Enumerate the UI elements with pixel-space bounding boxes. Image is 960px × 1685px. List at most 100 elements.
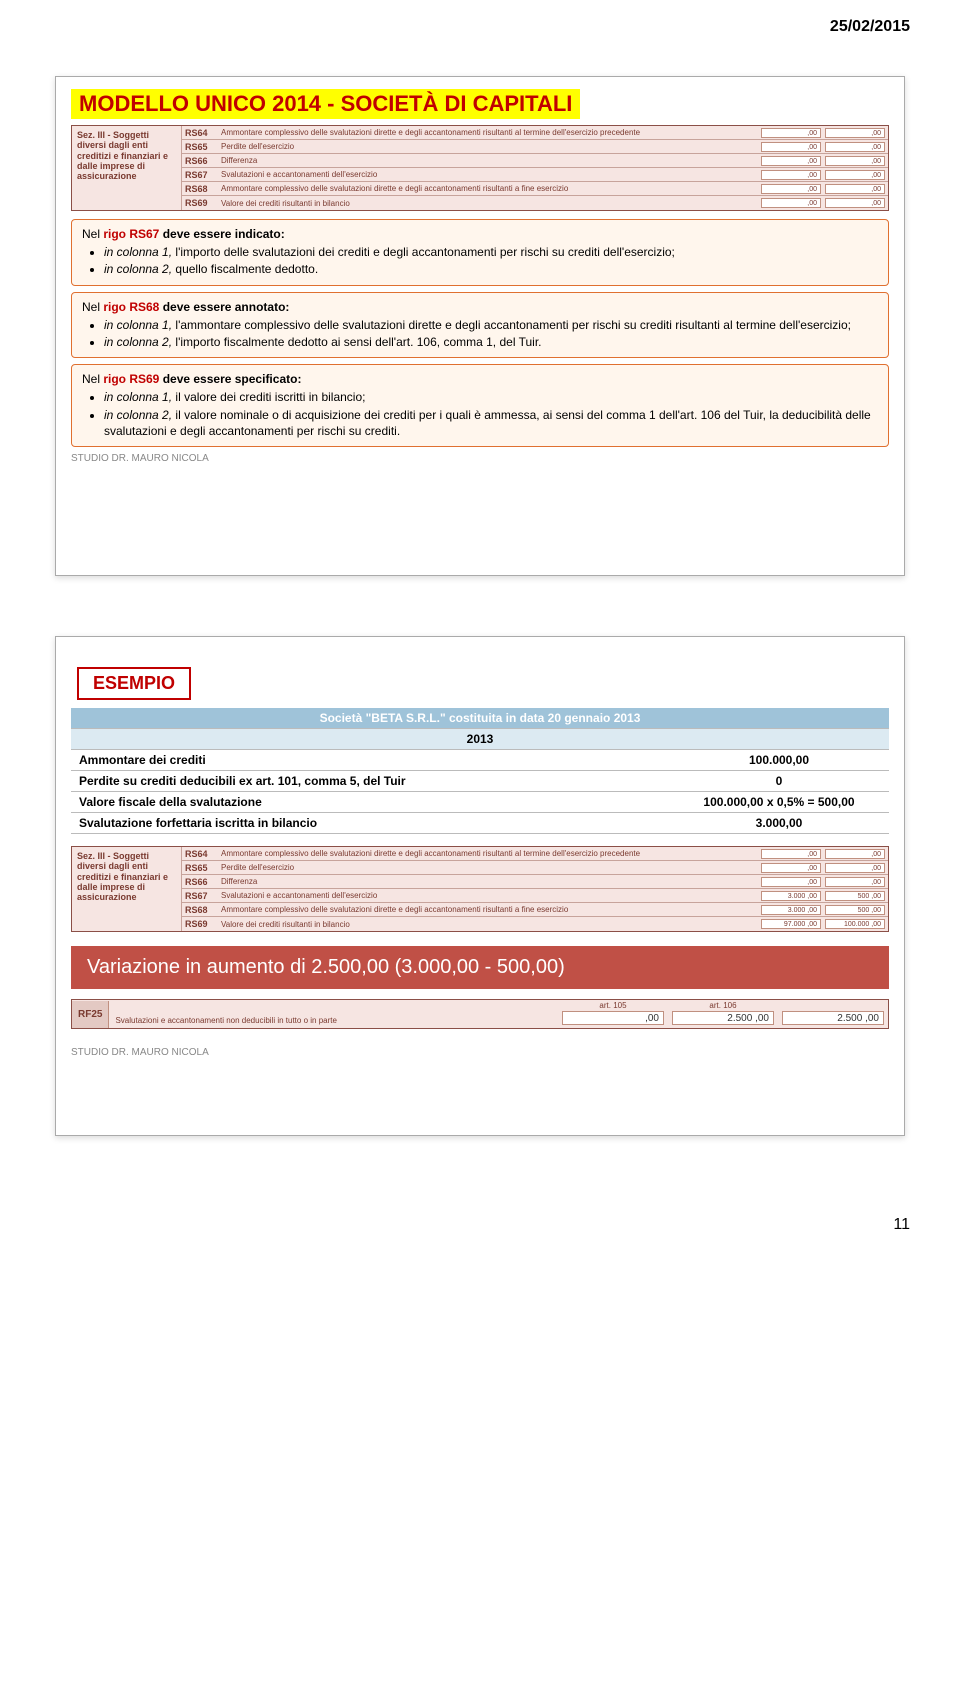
- ex-value: 100.000,00 x 0,5% = 500,00: [669, 792, 889, 813]
- rf-desc: Svalutazioni e accantonamenti non deduci…: [109, 1008, 558, 1028]
- row-field2: ,00: [825, 849, 885, 859]
- row-field2: 500 ,00: [825, 905, 885, 915]
- row-field1: ,00: [761, 184, 821, 194]
- row-code: RS65: [185, 863, 221, 873]
- ex-label: Svalutazione forfettaria iscritta in bil…: [71, 813, 669, 834]
- row-desc: Differenza: [221, 156, 761, 165]
- row-field1: 3.000 ,00: [761, 905, 821, 915]
- slide-2: ESEMPIO Società "BETA S.R.L." costituita…: [55, 636, 905, 1136]
- form-row: RS69Valore dei crediti risultanti in bil…: [182, 196, 888, 210]
- row-code: RS67: [185, 891, 221, 901]
- row-code: RS65: [185, 142, 221, 152]
- row-code: RS64: [185, 849, 221, 859]
- row-code: RS64: [185, 128, 221, 138]
- rf-col3-val: 2.500 ,00: [782, 1011, 884, 1025]
- form-row: RS64Ammontare complessivo delle svalutaz…: [182, 847, 888, 861]
- ex-label: Perdite su crediti deducibili ex art. 10…: [71, 771, 669, 792]
- note-lead: Nel rigo RS67 deve essere indicato:: [82, 227, 285, 241]
- row-field2: ,00: [825, 170, 885, 180]
- row-field1: ,00: [761, 863, 821, 873]
- page-date: 25/02/2015: [0, 0, 960, 46]
- row-field2: ,00: [825, 142, 885, 152]
- note-lead: Nel rigo RS68 deve essere annotato:: [82, 300, 289, 314]
- row-desc: Valore dei crediti risultanti in bilanci…: [221, 920, 761, 929]
- table-row: Perdite su crediti deducibili ex art. 10…: [71, 771, 889, 792]
- rf-col3-label: [782, 1001, 884, 1010]
- note-item: in colonna 1, il valore dei crediti iscr…: [104, 389, 878, 405]
- row-field1: ,00: [761, 877, 821, 887]
- row-field2: 100.000 ,00: [825, 919, 885, 929]
- row-code: RS66: [185, 877, 221, 887]
- row-desc: Perdite dell'esercizio: [221, 142, 761, 151]
- ex-value: 3.000,00: [669, 813, 889, 834]
- rf-code: RF25: [72, 1001, 109, 1028]
- rf-col1-label: art. 105: [562, 1001, 664, 1010]
- table-row: Valore fiscale della svalutazione100.000…: [71, 792, 889, 813]
- studio-credit-2: STUDIO DR. MAURO NICOLA: [71, 1047, 889, 1058]
- row-field2: ,00: [825, 184, 885, 194]
- form-row: RS68Ammontare complessivo delle svalutaz…: [182, 903, 888, 917]
- row-field2: ,00: [825, 156, 885, 166]
- row-field1: ,00: [761, 849, 821, 859]
- row-field1: ,00: [761, 170, 821, 180]
- row-code: RS68: [185, 905, 221, 915]
- form-row: RS65Perdite dell'esercizio,00,00: [182, 140, 888, 154]
- form-row: RS66Differenza,00,00: [182, 154, 888, 168]
- row-field2: 500 ,00: [825, 891, 885, 901]
- row-desc: Ammontare complessivo delle svalutazioni…: [221, 905, 761, 914]
- row-field1: ,00: [761, 156, 821, 166]
- form-row: RS64Ammontare complessivo delle svalutaz…: [182, 126, 888, 140]
- studio-credit: STUDIO DR. MAURO NICOLA: [71, 453, 889, 464]
- row-code: RS69: [185, 919, 221, 929]
- form-row: RS67Svalutazioni e accantonamenti dell'e…: [182, 168, 888, 182]
- note-box: Nel rigo RS67 deve essere indicato: in co…: [71, 219, 889, 286]
- row-code: RS67: [185, 170, 221, 180]
- table-row: Svalutazione forfettaria iscritta in bil…: [71, 813, 889, 834]
- row-field2: ,00: [825, 863, 885, 873]
- note-item: in colonna 1, l'importo delle svalutazio…: [104, 244, 878, 260]
- slide1-title: MODELLO UNICO 2014 - SOCIETÀ DI CAPITALI: [71, 89, 580, 119]
- rf-col1-val: ,00: [562, 1011, 664, 1025]
- note-item: in colonna 1, l'ammontare complessivo de…: [104, 317, 878, 333]
- ex-value: 0: [669, 771, 889, 792]
- row-code: RS68: [185, 184, 221, 194]
- note-item: in colonna 2, il valore nominale o di ac…: [104, 407, 878, 439]
- table-row: Ammontare dei crediti100.000,00: [71, 750, 889, 771]
- note-box: Nel rigo RS69 deve essere specificato: in…: [71, 364, 889, 447]
- rf-col2-val: 2.500 ,00: [672, 1011, 774, 1025]
- ex-label: Ammontare dei crediti: [71, 750, 669, 771]
- row-field1: 3.000 ,00: [761, 891, 821, 901]
- example-table: Società "BETA S.R.L." costituita in data…: [71, 708, 889, 834]
- row-code: RS69: [185, 198, 221, 208]
- form-row: RS69Valore dei crediti risultanti in bil…: [182, 917, 888, 931]
- ex-value: 100.000,00: [669, 750, 889, 771]
- variation-bar: Variazione in aumento di 2.500,00 (3.000…: [71, 946, 889, 989]
- slide2-form: Sez. III - Soggetti diversi dagli enti c…: [71, 846, 889, 932]
- form-row: RS68Ammontare complessivo delle svalutaz…: [182, 182, 888, 196]
- form-section-label-2: Sez. III - Soggetti diversi dagli enti c…: [72, 847, 182, 931]
- esempio-label: ESEMPIO: [77, 667, 191, 700]
- note-item: in colonna 2, quello fiscalmente dedotto…: [104, 261, 878, 277]
- note-lead: Nel rigo RS69 deve essere specificato:: [82, 372, 301, 386]
- rf-col2-label: art. 106: [672, 1001, 774, 1010]
- row-code: RS66: [185, 156, 221, 166]
- row-field2: ,00: [825, 198, 885, 208]
- row-desc: Valore dei crediti risultanti in bilanci…: [221, 199, 761, 208]
- row-desc: Ammontare complessivo delle svalutazioni…: [221, 849, 761, 858]
- row-field2: ,00: [825, 877, 885, 887]
- row-desc: Ammontare complessivo delle svalutazioni…: [221, 184, 761, 193]
- row-desc: Svalutazioni e accantonamenti dell'eserc…: [221, 891, 761, 900]
- row-field1: ,00: [761, 198, 821, 208]
- slide1-form: Sez. III - Soggetti diversi dagli enti c…: [71, 125, 889, 211]
- form-row: RS66Differenza,00,00: [182, 875, 888, 889]
- page-number: 11: [0, 1196, 960, 1264]
- row-field2: ,00: [825, 128, 885, 138]
- slide-1: MODELLO UNICO 2014 - SOCIETÀ DI CAPITALI…: [55, 76, 905, 576]
- ex-header1: Società "BETA S.R.L." costituita in data…: [71, 708, 889, 729]
- form-section-label: Sez. III - Soggetti diversi dagli enti c…: [72, 126, 182, 210]
- row-field1: ,00: [761, 142, 821, 152]
- row-desc: Differenza: [221, 877, 761, 886]
- rf25-row: RF25 Svalutazioni e accantonamenti non d…: [71, 999, 889, 1029]
- ex-header2: 2013: [71, 729, 889, 750]
- row-field1: ,00: [761, 128, 821, 138]
